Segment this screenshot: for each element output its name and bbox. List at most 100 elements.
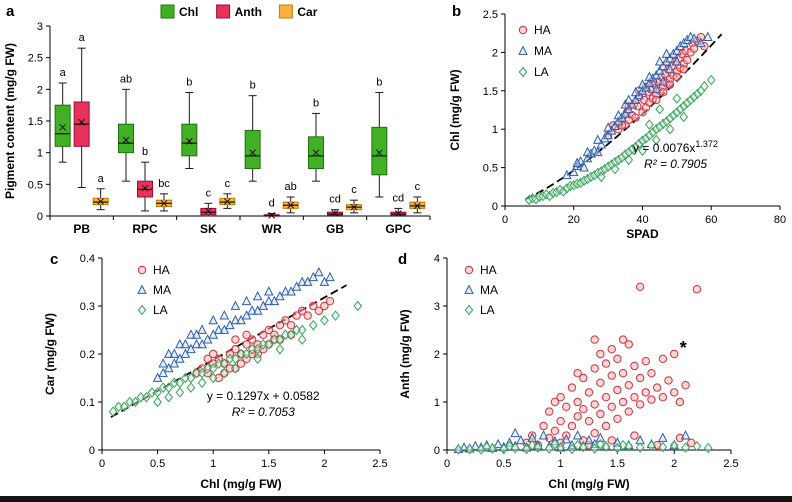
- significance-letter: b: [313, 97, 319, 109]
- x-tick-label: 1: [210, 458, 216, 470]
- legend-label: Anth: [235, 5, 262, 19]
- series-MA: [152, 266, 335, 382]
- significance-letter: a: [98, 173, 105, 185]
- panel-label-a: a: [6, 3, 15, 20]
- series-Car: a bc c ab c c: [92, 173, 426, 214]
- legend-label: LA: [480, 303, 495, 317]
- series-Chl: aab b bbb: [54, 67, 388, 198]
- legend-label: HA: [534, 23, 551, 37]
- series-MA: [562, 31, 713, 180]
- panel-b-scatter-spad: 0 0.5 1 1.5 2 2.5 0 20 40 60 80 SPAD Chl (mg/g FW) HA…: [445, 0, 792, 246]
- series-LA: [454, 438, 713, 455]
- x-tick-label: 1.5: [261, 458, 276, 470]
- y-tick-label: 4: [434, 253, 440, 265]
- legend-label: LA: [153, 303, 168, 317]
- panel-label-c: c: [50, 251, 59, 268]
- x-tick-label: 80: [774, 214, 786, 226]
- legend-label: MA: [480, 283, 498, 297]
- x-tick-label: 60: [705, 214, 717, 226]
- bottom-crop-bar: [0, 496, 792, 502]
- y-tick-label: 0: [434, 445, 440, 457]
- y-tick-label: 0.5: [28, 179, 43, 191]
- x-axis-label: SPAD: [626, 227, 659, 241]
- legend-swatch: [278, 4, 293, 19]
- significance-asterisk: *: [680, 338, 687, 358]
- x-tick-label: 2: [321, 458, 327, 470]
- y-tick-label: 0: [89, 445, 95, 457]
- y-tick-label: 1.5: [483, 86, 498, 98]
- y-tick-label: 0.4: [80, 253, 95, 265]
- panel-d-scatter-anth: 0 1 2 3 4 0 0.5 1 1.5 2 2.5 Chl (mg/g FW) Anth (mg/g…: [395, 246, 745, 496]
- significance-letter: ab: [120, 73, 132, 85]
- legend: HA MA LA: [137, 263, 171, 317]
- equation: y = 0.0076x1.372: [633, 139, 718, 155]
- y-tick-label: 0: [37, 211, 43, 223]
- y-tick-label: 0: [492, 201, 498, 213]
- r-squared: R² = 0.7905: [644, 157, 707, 171]
- category-label: WR: [262, 222, 282, 236]
- y-axis-label: Car (mg/g FW): [43, 313, 57, 395]
- axes: 0 0.5 1 1.5 2 2.5 0 20 40 60 80: [483, 9, 786, 226]
- y-tick-label: 2: [492, 47, 498, 59]
- legend-label: Chl: [179, 5, 198, 19]
- legend-label: HA: [153, 263, 170, 277]
- significance-letter: c: [415, 181, 421, 193]
- significance-letter: b: [186, 77, 192, 89]
- r-squared: R² = 0.7053: [232, 405, 295, 419]
- x-tick-label: 2: [671, 458, 677, 470]
- category-label: SK: [200, 222, 217, 236]
- legend-swatch: [216, 4, 231, 19]
- y-tick-label: 0.2: [80, 349, 95, 361]
- panel-a-boxplot: 0 0.5 1 1.5 2 2.5 3 PB RPC SK WR GB GPC Pigment conte…: [0, 0, 440, 246]
- legend: HA MA LA: [464, 263, 498, 317]
- x-tick-label: 0.5: [496, 458, 511, 470]
- x-tick-label: 0.5: [150, 458, 165, 470]
- significance-letter: b: [250, 80, 256, 92]
- legend-label: LA: [534, 65, 549, 79]
- y-tick-label: 1: [37, 148, 43, 160]
- panel-label-b: b: [452, 3, 462, 20]
- category-label: GPC: [385, 222, 411, 236]
- y-axis-label: Chl (mg/g FW): [448, 69, 462, 150]
- significance-letter: cd: [393, 192, 405, 204]
- y-axis-label: Pigment content (mg/g FW): [3, 43, 17, 199]
- panel-d-chart: 0 1 2 3 4 0 0.5 1 1.5 2 2.5 Chl (mg/g FW) Anth (mg/g…: [398, 253, 739, 491]
- legend: Chl Anth Car: [160, 4, 318, 19]
- x-axis-label: Chl (mg/g FW): [548, 477, 629, 491]
- axes: 0 0.5 1 1.5 2 2.5 3 PB RPC SK WR GB GPC: [28, 21, 431, 236]
- x-tick-label: 0: [502, 214, 508, 226]
- x-tick-label: 2.5: [723, 458, 738, 470]
- series-HA: [522, 282, 702, 450]
- category-label: PB: [73, 222, 90, 236]
- panel-b-chart: 0 0.5 1 1.5 2 2.5 0 20 40 60 80 SPAD Chl (mg/g FW) HA…: [448, 9, 786, 241]
- y-tick-label: 3: [434, 301, 440, 313]
- series-LA: [524, 74, 716, 206]
- y-tick-label: 0.1: [80, 397, 95, 409]
- legend-label: MA: [153, 283, 171, 297]
- y-tick-label: 1: [492, 124, 498, 136]
- x-tick-label: 1.5: [610, 458, 625, 470]
- legend: HA MA LA: [518, 23, 552, 79]
- x-tick-label: 0: [99, 458, 105, 470]
- x-tick-label: 0: [444, 458, 450, 470]
- panel-c-chart: 0 0.1 0.2 0.3 0.4 0 0.5 1 1.5 2 2.5 Chl (mg/g FW) Ca…: [43, 253, 388, 491]
- significance-letter: a: [60, 67, 67, 79]
- legend-swatch: [160, 4, 175, 19]
- significance-letter: cd: [329, 194, 341, 206]
- significance-letter: ab: [285, 181, 297, 193]
- x-tick-label: 1: [558, 458, 564, 470]
- y-tick-label: 2.5: [483, 9, 498, 21]
- panel-label-d: d: [398, 251, 408, 268]
- significance-letter: bc: [158, 178, 170, 190]
- series-LA: [108, 300, 363, 417]
- axes: 0 0.1 0.2 0.3 0.4 0 0.5 1 1.5 2 2.5: [80, 253, 388, 470]
- x-tick-label: 20: [568, 214, 580, 226]
- y-tick-label: 1: [434, 397, 440, 409]
- significance-letter: c: [351, 184, 357, 196]
- x-axis-label: Chl (mg/g FW): [200, 477, 281, 491]
- trend-line: [525, 33, 723, 201]
- x-tick-label: 2.5: [372, 458, 387, 470]
- category-label: RPC: [132, 222, 158, 236]
